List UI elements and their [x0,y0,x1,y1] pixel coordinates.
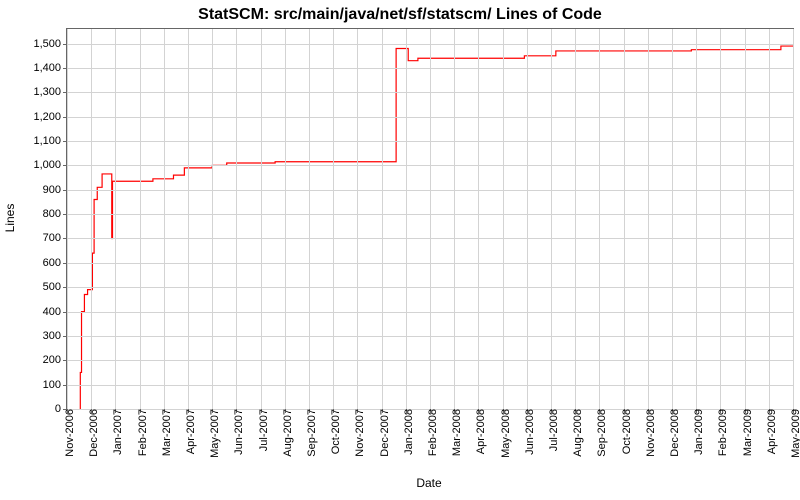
gridline-vertical [115,29,116,409]
x-tick-label: Nov-2006 [58,409,76,457]
gridline-vertical [454,29,455,409]
x-tick-label: Jan-2008 [397,409,415,455]
x-tick-label: Apr-2007 [179,409,197,454]
x-tick-label: Jun-2007 [227,409,245,455]
gridline-vertical [672,29,673,409]
gridline-vertical [91,29,92,409]
y-tick-label: 900 [43,184,67,196]
x-tick-label: Oct-2007 [324,409,342,454]
gridline-vertical [309,29,310,409]
x-tick-label: Aug-2007 [276,409,294,457]
gridline-vertical [236,29,237,409]
x-tick-label: Mar-2009 [736,409,754,456]
x-tick-label: Jan-2007 [106,409,124,455]
x-tick-label: May-2008 [494,409,512,458]
gridline-vertical [333,29,334,409]
gridline-vertical [478,29,479,409]
y-tick-label: 1,000 [33,159,67,171]
x-tick-label: Aug-2008 [566,409,584,457]
plot-area: 01002003004005006007008009001,0001,1001,… [66,28,794,410]
chart-title: StatSCM: src/main/java/net/sf/statscm/ L… [0,6,800,24]
gridline-vertical [67,29,68,409]
y-tick-label: 1,200 [33,111,67,123]
y-tick-label: 700 [43,232,67,244]
y-tick-label: 200 [43,354,67,366]
y-tick-label: 1,400 [33,62,67,74]
gridline-vertical [769,29,770,409]
x-tick-label: Apr-2009 [760,409,778,454]
gridline-vertical [599,29,600,409]
gridline-vertical [140,29,141,409]
y-tick-label: 800 [43,208,67,220]
y-tick-label: 1,500 [33,38,67,50]
gridline-vertical [188,29,189,409]
y-tick-label: 1,100 [33,135,67,147]
y-tick-label: 600 [43,257,67,269]
gridline-vertical [624,29,625,409]
gridline-vertical [696,29,697,409]
x-tick-label: May-2007 [203,409,221,458]
gridline-vertical [430,29,431,409]
y-tick-label: 300 [43,330,67,342]
x-tick-label: Nov-2008 [639,409,657,457]
gridline-vertical [720,29,721,409]
x-tick-label: Jan-2009 [687,409,705,455]
gridline-vertical [261,29,262,409]
x-tick-label: Jul-2008 [542,409,560,451]
x-tick-label: Jun-2008 [518,409,536,455]
x-tick-label: Feb-2007 [131,409,149,456]
gridline-vertical [357,29,358,409]
gridline-vertical [575,29,576,409]
gridline-vertical [551,29,552,409]
gridline-vertical [793,29,794,409]
chart-container: StatSCM: src/main/java/net/sf/statscm/ L… [0,0,800,500]
x-tick-label: Oct-2008 [615,409,633,454]
x-tick-label: Feb-2008 [421,409,439,456]
x-tick-label: Jul-2007 [252,409,270,451]
x-axis-label: Date [416,476,441,490]
x-tick-label: Mar-2007 [155,409,173,456]
gridline-vertical [745,29,746,409]
x-tick-label: Nov-2007 [348,409,366,457]
x-tick-label: Dec-2006 [82,409,100,457]
x-tick-label: Sep-2007 [300,409,318,457]
gridline-vertical [648,29,649,409]
y-axis-label: Lines [3,204,17,233]
y-tick-label: 500 [43,281,67,293]
x-tick-label: Sep-2008 [590,409,608,457]
gridline-vertical [406,29,407,409]
gridline-vertical [164,29,165,409]
x-tick-label: Dec-2007 [373,409,391,457]
x-tick-label: Dec-2008 [663,409,681,457]
x-tick-label: Apr-2008 [469,409,487,454]
x-tick-label: Mar-2008 [445,409,463,456]
x-tick-label: Feb-2009 [711,409,729,456]
gridline-vertical [503,29,504,409]
gridline-vertical [527,29,528,409]
y-tick-label: 400 [43,306,67,318]
y-tick-label: 1,300 [33,86,67,98]
gridline-vertical [212,29,213,409]
gridline-vertical [382,29,383,409]
y-tick-label: 100 [43,379,67,391]
gridline-vertical [285,29,286,409]
x-tick-label: May-2009 [784,409,800,458]
